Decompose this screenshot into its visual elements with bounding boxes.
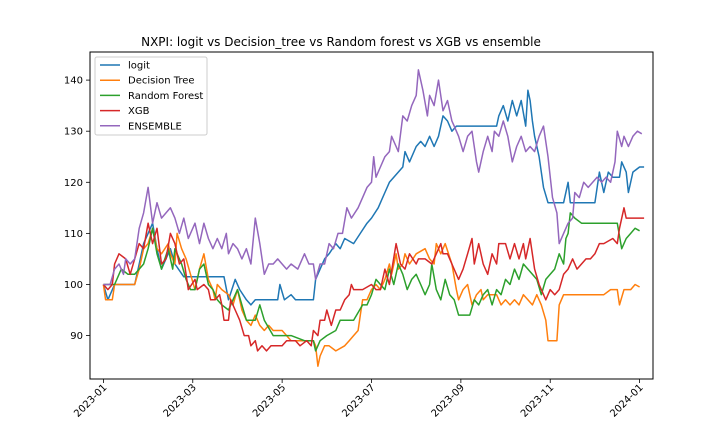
y-tick-label: 90 [70, 331, 83, 342]
legend: logit Decision Tree Random Forest XGB ENSEMB… [94, 56, 208, 136]
y-tick-label: 100 [64, 280, 83, 291]
legend-label: ENSEMBLE [128, 121, 182, 132]
series-line-ensemble [103, 69, 643, 286]
legend-label: Random Forest [128, 91, 203, 102]
y-tick-label: 120 [64, 178, 83, 189]
legend-label: logit [128, 61, 150, 72]
y-tick-label: 140 [64, 76, 83, 87]
series-line-logit [102, 89, 645, 306]
series-line-xgb [102, 207, 645, 352]
legend-label: Decision Tree [128, 76, 195, 87]
y-tick-label: 130 [64, 127, 83, 138]
chart-title: NXPI: logit vs Decision_tree vs Random f… [141, 35, 541, 49]
y-tick-label: 110 [64, 229, 83, 240]
legend-label: XGB [128, 106, 150, 117]
